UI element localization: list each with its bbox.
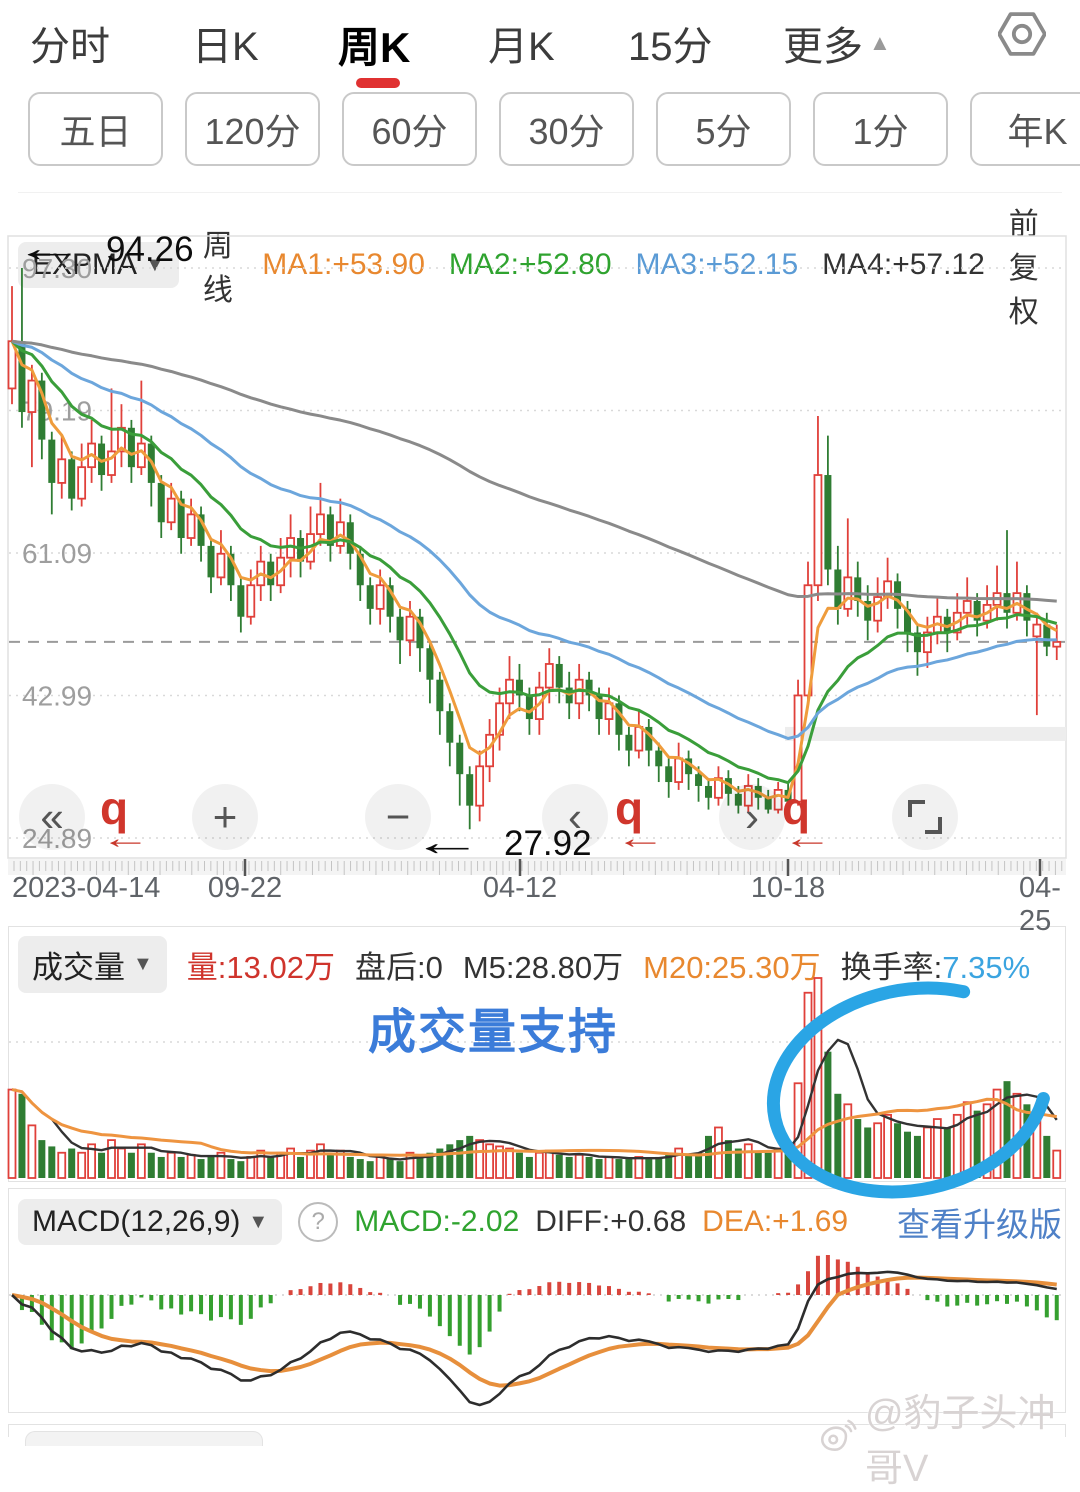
tab-分时[interactable]: 分时 (30, 25, 110, 69)
macd-indicator-dropdown[interactable]: MACD(12,26,9) ▼ (18, 1199, 283, 1245)
next-pane-box (8, 1424, 1066, 1437)
expma-label: EXPMA (32, 248, 138, 281)
chevron-down-icon: ▼ (248, 1210, 269, 1233)
tab-更多[interactable]: 更多 ▲ (783, 25, 891, 69)
upgrade-link[interactable]: 查看升级版 (897, 1206, 1062, 1243)
q-marker-3: q ← (782, 782, 833, 855)
period-button-60分[interactable]: 60分 (342, 92, 477, 166)
diff-value: DIFF:+0.68 (535, 1205, 687, 1238)
x-axis-label: 04-12 (482, 872, 558, 904)
turnover-label: 换手率:7.35% (840, 950, 1031, 985)
next-indicator-pill[interactable] (25, 1431, 263, 1446)
red-left-arrow-icon: ← (100, 821, 151, 855)
period-button-1分[interactable]: 1分 (813, 92, 948, 166)
x-axis-labels: 2023-04-14 09-22 04-12 10-18 04-25 (0, 872, 1080, 937)
red-left-arrow-icon: ← (782, 821, 833, 855)
volume-indicator-dropdown[interactable]: 成交量 ▼ (18, 936, 167, 993)
low-price-value: 27.92 (504, 823, 592, 863)
fullscreen-icon (908, 800, 942, 834)
svg-text:24.89: 24.89 (22, 823, 92, 854)
q-marker-2: q ← (615, 782, 666, 855)
svg-text:42.99: 42.99 (22, 681, 92, 712)
x-axis-label: 10-18 (750, 872, 826, 904)
macd-header: MACD(12,26,9) ▼ ? MACD:-2.02 DIFF:+0.68 … (18, 1198, 1062, 1246)
watermark: @豹子头冲哥V (818, 1382, 1080, 1492)
fullscreen-button[interactable] (892, 784, 958, 850)
settings-gear-icon[interactable] (997, 10, 1047, 63)
volume-pane-box (8, 926, 1066, 1182)
svg-text:97.30: 97.30 (22, 253, 92, 284)
ma2-value: MA2:+52.80 (448, 248, 612, 281)
active-tab-underline (356, 78, 400, 88)
period-button-5分[interactable]: 5分 (656, 92, 791, 166)
ma1-value: MA1:+53.90 (262, 248, 425, 281)
turnover-value: 7.35% (942, 950, 1031, 985)
x-axis-label: 2023-04-14 (12, 872, 161, 904)
x-axis-label: 09-22 (207, 872, 283, 904)
tab-15分[interactable]: 15分 (628, 25, 713, 69)
volume-support-annotation: 成交量支持 (368, 1006, 619, 1059)
next-button[interactable]: › (719, 784, 785, 850)
high-price-annotation: ← 94.26 (13, 228, 194, 271)
prev-button[interactable]: ‹ (542, 784, 608, 850)
zoom-in-button[interactable]: + (192, 784, 258, 850)
dea-value: DEA:+1.69 (702, 1205, 849, 1238)
volume-label: 成交量 (32, 950, 125, 985)
period-button-五日[interactable]: 五日 (28, 92, 163, 166)
svg-text:61.09: 61.09 (22, 538, 92, 569)
tab-周K[interactable]: 周K (338, 14, 410, 88)
expma-indicator-dropdown[interactable]: EXPMA ▼ (18, 242, 179, 288)
volume-value: 量:13.02万 (186, 950, 335, 985)
period-button-120分[interactable]: 120分 (185, 92, 320, 166)
left-arrow-icon: ← (410, 822, 484, 864)
x-axis-label: 04-25 (1019, 872, 1061, 937)
left-arrow-icon: ← (12, 228, 86, 270)
triangle-up-icon: ▲ (869, 30, 891, 55)
tab-月K[interactable]: 月K (488, 25, 555, 69)
macd-chart[interactable] (0, 1250, 1080, 1413)
chevron-down-icon: ▼ (133, 953, 153, 975)
ma4-value: MA4:+57.12 (822, 248, 985, 281)
period-toolbar: 五日 120分 60分 30分 5分 1分 年K (0, 90, 1080, 172)
macd-value: MACD:-2.02 (354, 1205, 520, 1238)
macd-label: MACD(12,26,9) (32, 1205, 241, 1238)
volume-m20-value: M20:25.30万 (643, 950, 821, 985)
volume-m5-value: M5:28.80万 (462, 950, 624, 985)
high-price-value: 94.26 (106, 229, 194, 269)
tab-bar: 分时 日K 周K 月K 15分 更多 ▲ (0, 0, 1080, 88)
chevron-down-icon: ▼ (145, 253, 165, 276)
volume-bars-chart[interactable] (0, 976, 1080, 1182)
period-button-30分[interactable]: 30分 (499, 92, 634, 166)
period-button-年K[interactable]: 年K (970, 92, 1080, 166)
macd-pane-box (8, 1188, 1066, 1413)
watermark-text: @豹子头冲哥V (864, 1393, 1056, 1490)
hand-drawn-circle-annotation (766, 981, 1054, 1199)
help-icon[interactable]: ? (298, 1202, 339, 1242)
expma-header: EXPMA ▼ 周线 MA1:+53.90 MA2:+52.80 MA3:+52… (18, 192, 1062, 331)
q-marker-1: q ← (100, 782, 151, 855)
low-price-annotation: ← 27.92 (411, 822, 592, 865)
zoom-out-button[interactable]: − (365, 784, 431, 850)
red-left-arrow-icon: ← (615, 821, 666, 855)
rewind-button[interactable]: « (19, 784, 85, 850)
tab-日K[interactable]: 日K (192, 25, 259, 69)
after-hours-value: 盘后:0 (355, 950, 443, 985)
ma3-value: MA3:+52.15 (635, 248, 799, 281)
volume-header: 成交量 ▼ 量:13.02万 盘后:0 M5:28.80万 M20:25.30万… (18, 936, 1062, 993)
